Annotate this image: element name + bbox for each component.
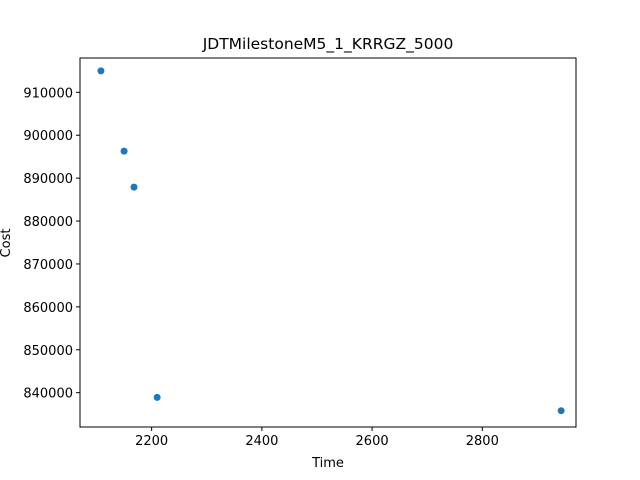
y-tick-label: 880000 [23, 215, 73, 230]
data-point [120, 147, 128, 155]
data-point [153, 393, 161, 401]
y-tick-label: 900000 [23, 129, 73, 144]
data-point [130, 183, 138, 191]
y-tick-label: 840000 [23, 387, 73, 402]
y-tick-label: 910000 [23, 86, 73, 101]
x-tick-label: 2600 [356, 434, 389, 449]
plot-area: 2200 2400 2600 2800 840000 850000 860000 870000… [23, 67, 565, 449]
y-tick-label: 890000 [23, 172, 73, 187]
data-point [97, 67, 105, 75]
x-tick-label: 2200 [135, 434, 168, 449]
y-tick-label: 850000 [23, 344, 73, 359]
data-point [557, 407, 565, 415]
y-tick-label: 870000 [23, 258, 73, 273]
x-tick-label: 2800 [466, 434, 499, 449]
x-axis-label: Time [311, 456, 344, 471]
y-tick-label: 860000 [23, 301, 73, 316]
axes-frame [79, 57, 577, 428]
chart-title: JDTMilestoneM5_1_KRRGZ_5000 [202, 35, 454, 54]
x-tick-label: 2400 [245, 434, 278, 449]
y-axis-label: Cost [0, 229, 14, 258]
